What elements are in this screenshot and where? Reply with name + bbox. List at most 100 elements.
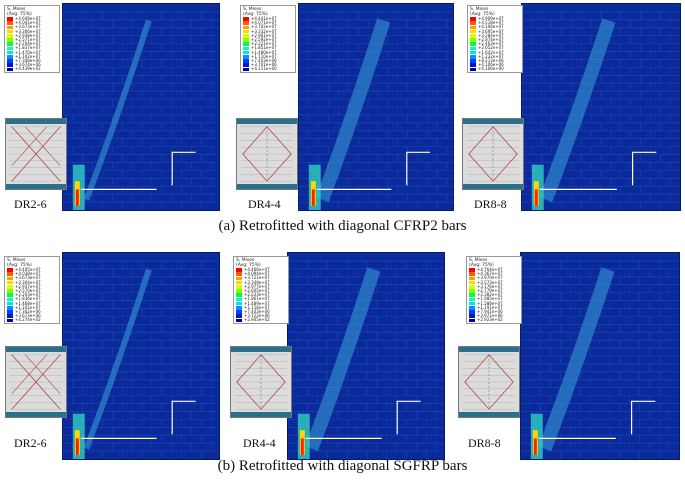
- legend-swatch: [7, 42, 13, 47]
- legend-swatch: [7, 29, 13, 34]
- legend-value: +4.649e+07: [15, 16, 41, 21]
- wall-thumbnail-icon: [462, 118, 524, 190]
- legend-swatch: [470, 54, 476, 59]
- legend-row: +4.111e+00: [243, 67, 293, 72]
- legend-swatch: [7, 63, 13, 67]
- legend-value: +1.116e+07: [244, 304, 270, 310]
- legend-swatch: [7, 17, 13, 21]
- legend-row: +4.466e+07: [236, 267, 286, 272]
- legend-swatch: [7, 38, 13, 42]
- legend-swatch: [7, 310, 13, 314]
- legend-swatch: [7, 276, 13, 281]
- legend-swatch: [236, 276, 242, 281]
- legend-row: +7.443e+06: [236, 309, 286, 314]
- stress-legend-icon: S, Mises (Avg: 75%) +4.441e+07 +4.071e+07 +3…: [240, 5, 296, 74]
- legend-row: +2.779e+07: [469, 288, 519, 293]
- legend-value: +1.480e+07: [251, 49, 277, 55]
- legend-row: +1.837e+07: [7, 45, 57, 51]
- fem-contour-a1: [62, 3, 220, 211]
- legend-row: +2.592e+07: [243, 37, 293, 42]
- legend-value: +1.836e+07: [15, 296, 41, 302]
- legend-row: +8.213e+06: [470, 58, 520, 63]
- legend-row: +4.441e+07: [243, 16, 293, 21]
- legend-row: +7.941e+06: [469, 308, 519, 314]
- legend-value: +2.923e+02: [477, 317, 503, 323]
- legend-swatch: [470, 63, 476, 67]
- legend-row: +3.674e+06: [7, 62, 57, 67]
- legend-value: +3.695e+07: [478, 28, 504, 34]
- legend-avg: (Avg: 75%): [469, 263, 494, 268]
- caption-b: (b) Retrofitted with diagonal SGFRP bars: [217, 458, 468, 474]
- legend-swatch: [236, 310, 242, 314]
- legend-value: +2.052e+07: [478, 45, 504, 51]
- specimen-label: DR2-6: [14, 197, 47, 211]
- stress-legend-icon: S, Mises (Avg: 75%) +4.909e+07 +4.518e+07 +4…: [467, 5, 523, 74]
- specimen-label: DR8-8: [468, 436, 501, 450]
- legend-value: +1.191e+07: [477, 304, 503, 310]
- legend-value: +3.673e+07: [15, 24, 41, 30]
- legend-value: +4.367e+07: [477, 271, 503, 277]
- legend-row: +1.985e+07: [469, 297, 519, 302]
- wall-thumbnail-icon: [236, 118, 298, 190]
- legend-row: +2.382e+07: [469, 292, 519, 298]
- legend-swatch: [236, 297, 242, 302]
- legend-value: +4.405e+07: [15, 267, 41, 272]
- legend-swatch: [470, 34, 476, 38]
- legend-row: +2.052e+07: [470, 45, 520, 51]
- legend-row: +2.204e+07: [7, 41, 57, 47]
- legend-value: +4.106e+00: [478, 66, 504, 72]
- legend-swatch: [236, 293, 242, 298]
- legend-swatch: [236, 289, 242, 293]
- legend-value: +4.094e+07: [244, 271, 270, 277]
- legend-swatch: [7, 59, 13, 63]
- fem-contour-a3: [521, 3, 681, 211]
- legend-value: +4.041e+07: [15, 20, 41, 26]
- legend-title: S, Mises: [243, 7, 262, 12]
- legend-value: +1.232e+07: [478, 53, 504, 59]
- fem-contour-b1: [62, 252, 220, 460]
- legend-row: +1.232e+07: [470, 53, 520, 59]
- legend-row: +4.041e+07: [7, 20, 57, 26]
- legend-title: S, Mises: [7, 258, 26, 263]
- legend-value: +1.837e+07: [15, 45, 41, 51]
- legend-swatch: [7, 318, 13, 323]
- fem-mesh-b2: [288, 253, 444, 459]
- legend-swatch: [236, 268, 242, 272]
- legend-value: +4.071e+07: [251, 20, 277, 26]
- legend-row: +1.836e+07: [7, 296, 57, 302]
- legend-value: +4.518e+07: [478, 20, 504, 26]
- legend-row: +2.571e+07: [7, 37, 57, 42]
- wall-thumbnail-icon: [5, 346, 67, 418]
- legend-row: +1.480e+07: [243, 49, 293, 55]
- legend-value: +3.304e+07: [15, 279, 41, 285]
- legend-value: +2.570e+07: [15, 287, 41, 293]
- legend-swatch: [469, 276, 475, 281]
- legend-swatch: [236, 318, 242, 323]
- legend-value: +3.971e+06: [477, 313, 503, 319]
- legend-swatch: [470, 59, 476, 63]
- legend-value: +3.673e+06: [15, 313, 41, 319]
- legend-row: +4.274e+02: [7, 317, 57, 323]
- legend-swatch: [243, 67, 249, 72]
- legend-title: S, Mises: [470, 7, 489, 12]
- fem-contour-a2: [298, 3, 454, 211]
- legend-value: +1.101e+07: [15, 304, 41, 310]
- legend-swatch: [236, 280, 242, 285]
- legend-row: +3.721e+07: [236, 276, 286, 281]
- legend-row: +7.342e+06: [7, 309, 57, 314]
- legend-value: +1.642e+07: [478, 49, 504, 55]
- legend-swatch: [7, 34, 13, 38]
- legend-value: +1.861e+07: [244, 296, 270, 302]
- specimen-label: DR8-8: [474, 197, 507, 211]
- legend-row: +4.764e+07: [469, 267, 519, 272]
- legend-row: +1.191e+07: [469, 304, 519, 310]
- legend-value: +4.439e+02: [15, 66, 41, 72]
- legend-row: +4.038e+07: [7, 271, 57, 277]
- legend-value: +4.274e+02: [15, 317, 41, 323]
- legend-swatch: [7, 301, 13, 306]
- wall-thumbnail-icon: [5, 118, 67, 190]
- legend-value: +7.941e+06: [477, 308, 503, 314]
- legend-row: +7.348e+06: [7, 58, 57, 63]
- legend-swatch: [470, 38, 476, 42]
- legend-swatch: [469, 297, 475, 302]
